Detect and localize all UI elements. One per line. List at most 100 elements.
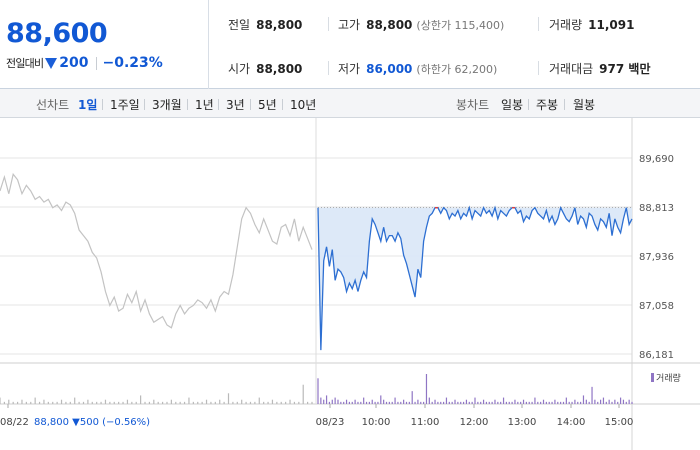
volume-bar bbox=[451, 401, 453, 404]
stat-open: 시가 88,800 bbox=[228, 60, 302, 77]
volume-bar bbox=[56, 401, 58, 404]
period-5y-tab[interactable]: 5년 bbox=[258, 98, 277, 112]
period-1w-tab[interactable]: 1주일 bbox=[110, 98, 140, 112]
volume-bar bbox=[161, 401, 164, 404]
volume-legend-label: 거래량 bbox=[656, 372, 681, 384]
volume-bar bbox=[52, 401, 54, 404]
period-1y-tab[interactable]: 1년 bbox=[195, 98, 214, 112]
period-3y-tab[interactable]: 3년 bbox=[226, 98, 245, 112]
volume-bar bbox=[38, 401, 41, 404]
volume-bar bbox=[520, 401, 522, 404]
stat-divider bbox=[328, 61, 329, 75]
stat-prev-close: 전일 88,800 bbox=[228, 16, 302, 33]
price-lines bbox=[0, 172, 633, 351]
period-divider bbox=[218, 99, 219, 110]
volume-bar bbox=[267, 401, 269, 404]
volume-bar bbox=[271, 399, 274, 404]
volume-bar bbox=[414, 401, 416, 404]
volume-bar bbox=[307, 401, 309, 404]
volume-bar bbox=[371, 399, 373, 404]
volume-bar bbox=[597, 401, 599, 404]
volume-bar bbox=[254, 401, 256, 404]
volume-bar bbox=[631, 401, 633, 404]
volume-bar bbox=[443, 401, 445, 404]
volume-bar bbox=[148, 401, 151, 404]
weekly-candle-tab[interactable]: 주봉 bbox=[536, 98, 559, 112]
volume-bar bbox=[517, 401, 519, 404]
volume-bar bbox=[343, 401, 345, 404]
volume-bar bbox=[594, 399, 596, 404]
period-divider bbox=[144, 99, 145, 110]
stat-label: 거래대금 bbox=[549, 62, 594, 76]
volume-bar bbox=[21, 399, 23, 404]
volume-bar bbox=[574, 399, 576, 404]
monthly-candle-tab[interactable]: 월봉 bbox=[573, 98, 596, 112]
volume-bar bbox=[440, 401, 442, 404]
volume-bar bbox=[605, 401, 607, 404]
volume-bar bbox=[3, 401, 5, 404]
stat-value: 88,800 bbox=[366, 18, 413, 32]
volume-bar bbox=[542, 399, 545, 404]
volume-bar bbox=[16, 401, 19, 404]
volume-bar bbox=[91, 401, 93, 404]
volume-bar bbox=[482, 399, 485, 404]
volume-bar bbox=[285, 401, 287, 404]
volume-bar bbox=[276, 401, 278, 404]
volume-bar bbox=[25, 401, 27, 404]
volume-bar bbox=[135, 401, 137, 404]
volume-bar bbox=[565, 397, 567, 404]
volume-bar bbox=[494, 399, 496, 404]
x-tick-label: 13:00 bbox=[508, 417, 537, 428]
volume-bar bbox=[96, 401, 98, 404]
daily-candle-tab[interactable]: 일봉 bbox=[501, 98, 524, 112]
stat-value: 88,800 bbox=[256, 18, 303, 32]
volume-bar bbox=[12, 401, 14, 404]
volume-bar bbox=[280, 401, 282, 404]
volume-bar bbox=[628, 399, 630, 404]
volume-bar bbox=[118, 401, 120, 404]
volume-bar bbox=[241, 399, 243, 404]
volume-bar bbox=[100, 401, 102, 404]
volume-bar bbox=[611, 401, 613, 404]
volume-bar bbox=[323, 399, 325, 404]
period-1d-tab[interactable]: 1일 bbox=[78, 98, 98, 112]
volume-bar bbox=[585, 399, 587, 404]
y-tick-label: 87,058 bbox=[639, 301, 674, 312]
period-divider bbox=[282, 99, 283, 110]
x-tick-label: 08/23 bbox=[316, 417, 345, 428]
volume-bar bbox=[477, 401, 479, 404]
volume-bar bbox=[534, 397, 536, 404]
volume-bar bbox=[328, 401, 331, 404]
x-tick-label: 08/22 bbox=[0, 417, 29, 428]
volume-bar bbox=[374, 401, 376, 404]
volume-bar bbox=[500, 401, 502, 404]
volume-bar bbox=[78, 401, 80, 404]
period-3m-tab[interactable]: 3개월 bbox=[152, 98, 182, 112]
volume-bar bbox=[480, 401, 482, 404]
volume-bar bbox=[104, 399, 107, 404]
x-tick-label: 14:00 bbox=[557, 417, 586, 428]
volume-bar bbox=[417, 399, 419, 404]
volume-bar bbox=[502, 397, 505, 404]
x-tick-label: 11:00 bbox=[411, 417, 440, 428]
volume-bar bbox=[157, 401, 159, 404]
lower-limit: (하한가 62,200) bbox=[416, 63, 498, 76]
change-row: 전일대비 200 −0.23% bbox=[6, 54, 163, 72]
stat-volume: 거래량 11,091 bbox=[549, 16, 634, 33]
volume-bar bbox=[166, 401, 168, 404]
volume-bar bbox=[388, 401, 390, 404]
volume-bar bbox=[82, 401, 85, 404]
volume-bar bbox=[153, 399, 155, 404]
period-divider bbox=[102, 99, 103, 110]
volume-bar bbox=[580, 401, 582, 404]
volume-bar bbox=[140, 395, 142, 404]
x-tick-label: 10:00 bbox=[362, 417, 391, 428]
volume-bar bbox=[462, 401, 465, 404]
volume-bar bbox=[562, 401, 565, 404]
volume-bar bbox=[298, 401, 300, 404]
volume-bar bbox=[531, 401, 533, 404]
stat-label: 저가 bbox=[338, 62, 361, 76]
volume-bar bbox=[557, 401, 559, 404]
period-10y-tab[interactable]: 10년 bbox=[290, 98, 317, 112]
volume-bar bbox=[205, 399, 208, 404]
